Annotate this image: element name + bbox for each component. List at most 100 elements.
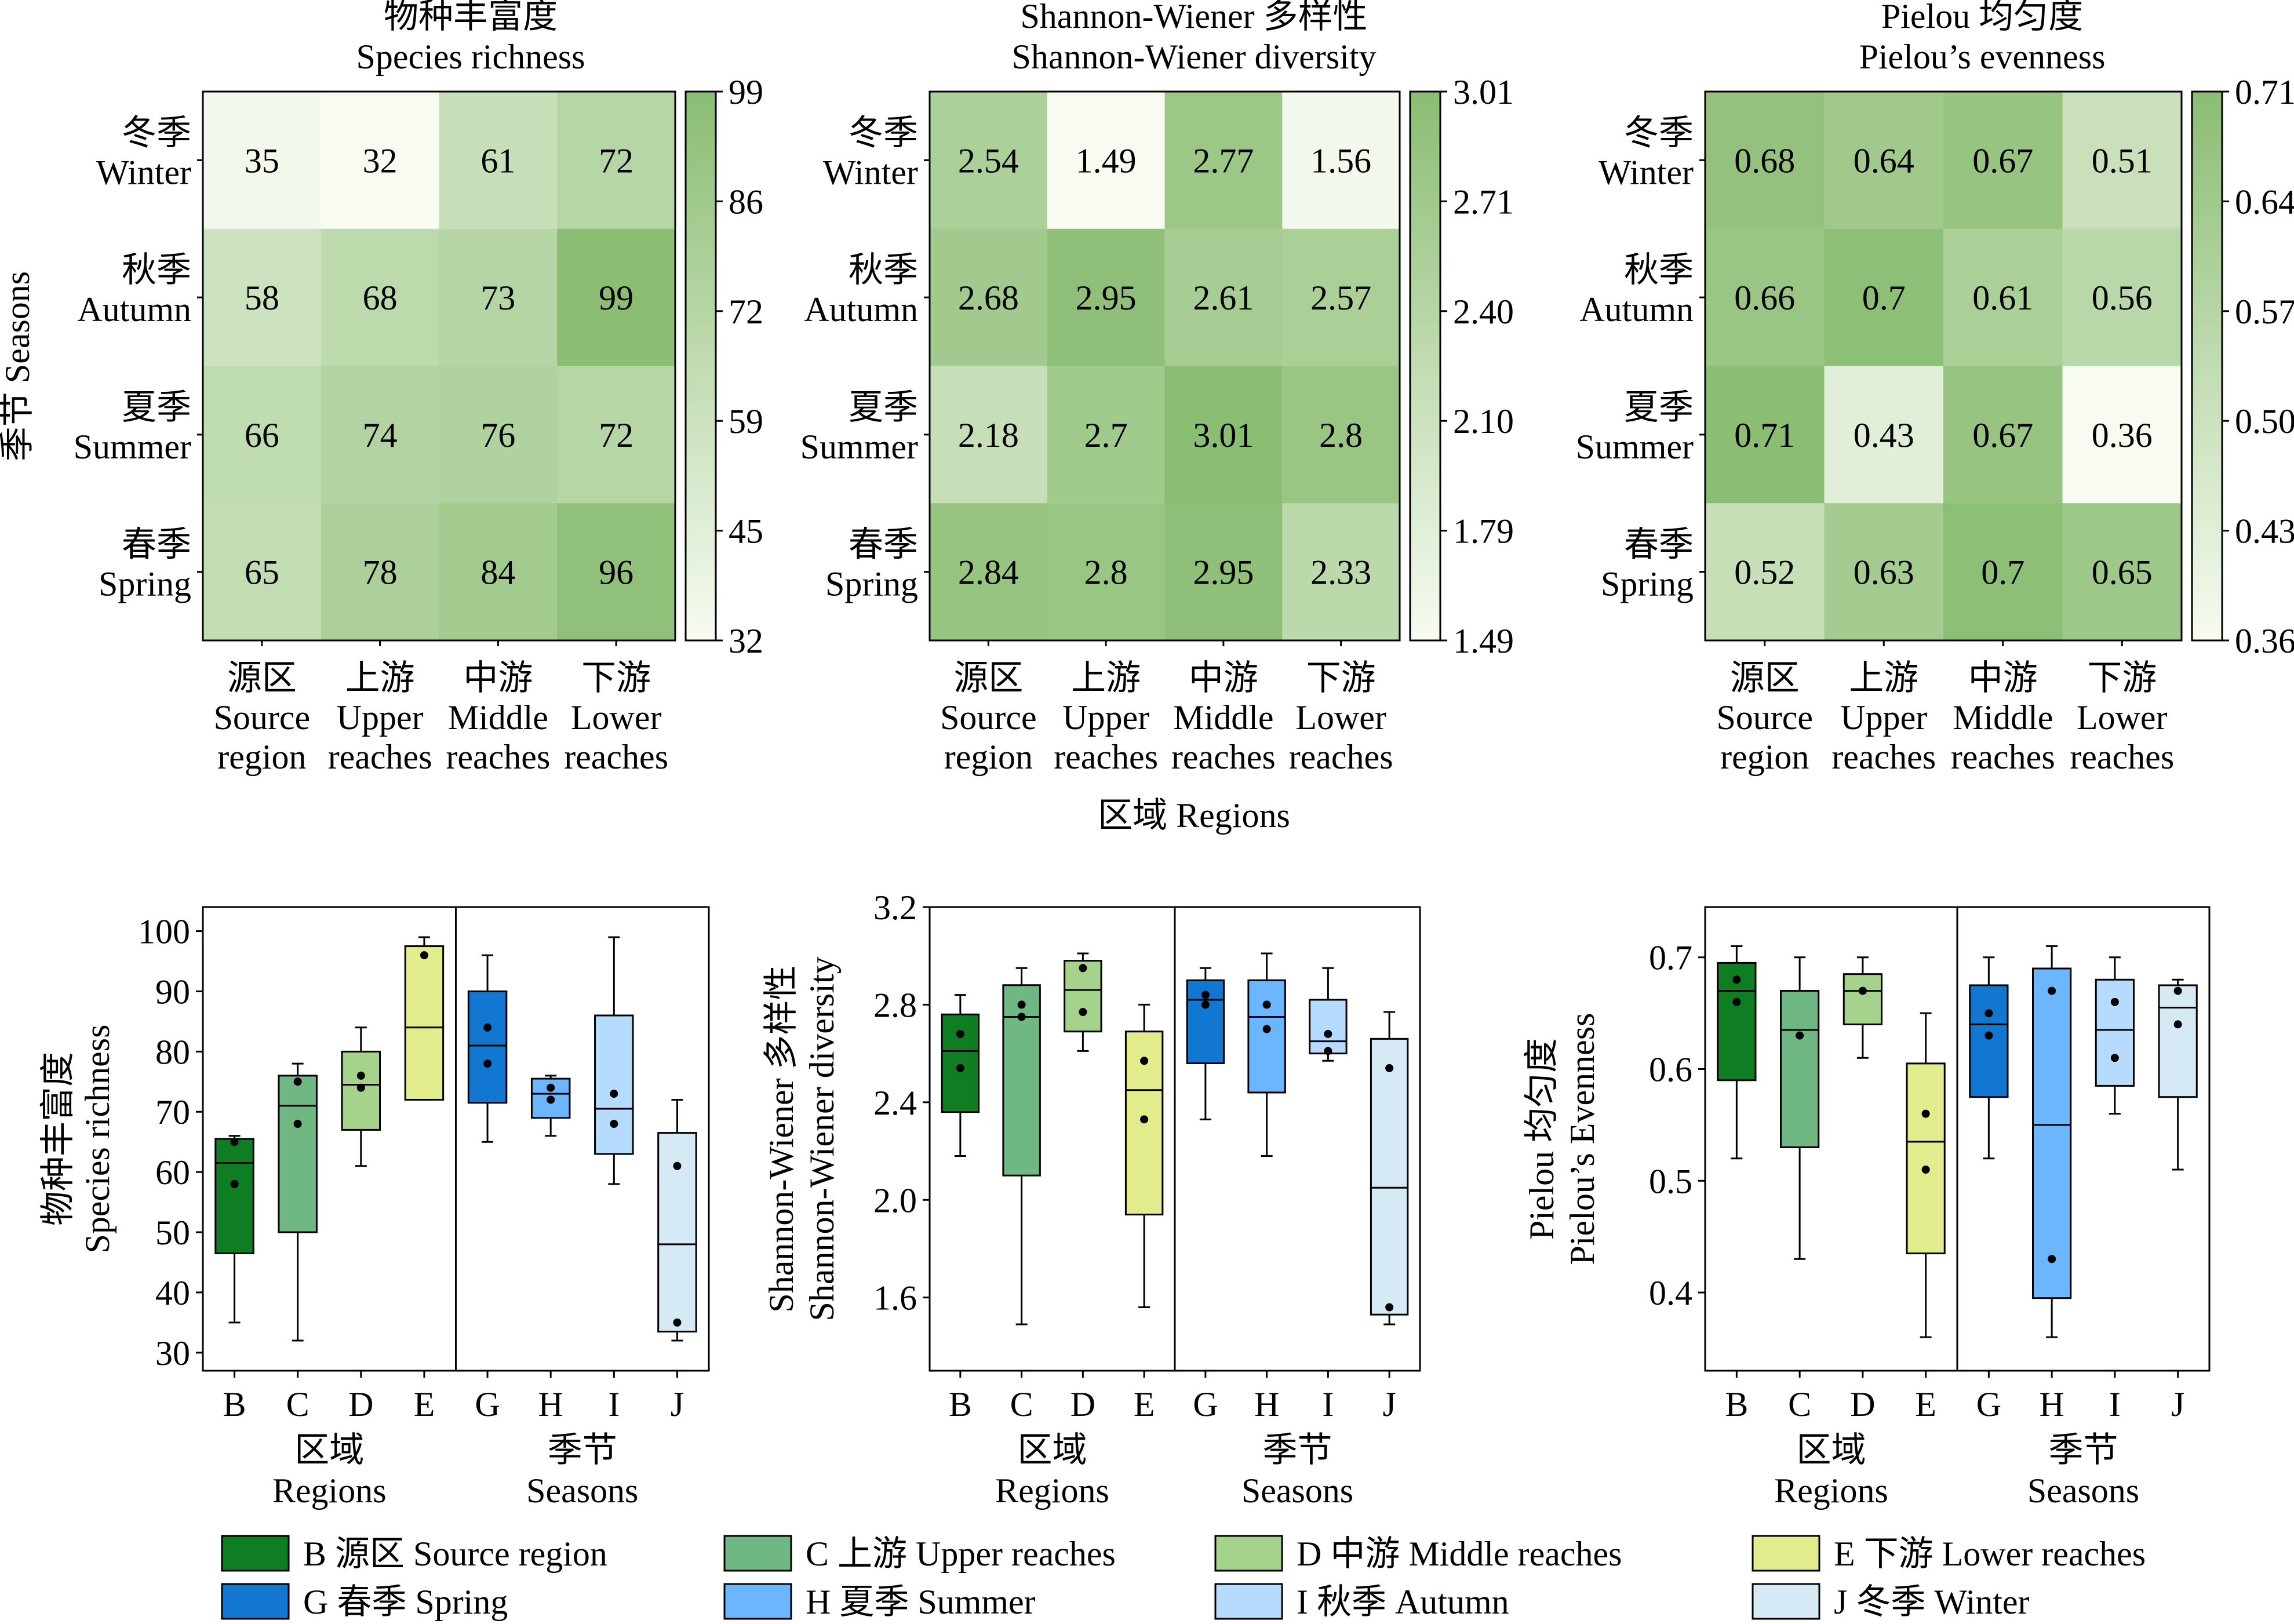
box-D: [1064, 960, 1102, 1033]
heatmap-x-axis-label: 区域 Regions: [1098, 796, 1290, 835]
heatmap-cell: [1047, 503, 1165, 641]
boxplot-y-tick-label: 2.8: [873, 986, 917, 1024]
heatmap-cell-label: 35: [245, 141, 279, 180]
heatmap-cell: [321, 228, 439, 366]
group-label-regions-cn: 区域: [294, 1431, 364, 1469]
box-point: [956, 1029, 964, 1038]
legend-label: J 冬季 Winter: [1834, 1583, 2030, 1621]
heatmap-cell-label: 99: [599, 279, 633, 317]
heatmap-cell: [439, 366, 558, 504]
heatmap-cell-label: 58: [245, 279, 279, 317]
boxplot-y-label-en: Shannon-Wiener diversity: [803, 956, 841, 1321]
heatmap-col-label-en2: reaches: [446, 738, 550, 776]
group-label-seasons-cn: 季节: [2049, 1431, 2118, 1469]
box-point: [1079, 964, 1087, 973]
heatmap-row-label-cn: 秋季: [849, 251, 918, 289]
heatmap-cell: [203, 366, 322, 504]
colorbar-tick-label: 32: [729, 622, 763, 660]
boxplot-x-tick-label: J: [671, 1385, 684, 1423]
box-point: [1385, 1064, 1394, 1072]
heatmap-cell: [930, 228, 1048, 366]
heatmap-col-label-en2: region: [217, 738, 306, 776]
heatmap-frame: [202, 90, 676, 642]
heatmap-col-label-en1: Source: [940, 698, 1037, 737]
boxplot-y-tick-label: 100: [138, 913, 190, 951]
box-point: [1385, 1303, 1394, 1312]
heatmap-cell: [2062, 366, 2182, 504]
heatmap-cell-label: 2.95: [1076, 279, 1137, 317]
heatmap-cell-label: 68: [363, 279, 398, 317]
heatmap-frame: [928, 90, 1401, 642]
heatmap-row-label-en: Spring: [99, 565, 191, 603]
heatmap-row-label-cn: 冬季: [122, 114, 191, 152]
heatmap-frame: [1704, 90, 2183, 642]
heatmap-title-en: Shannon-Wiener diversity: [1011, 38, 1376, 76]
box-point: [2048, 986, 2056, 995]
boxplot-y-tick-label: 60: [155, 1153, 190, 1192]
heatmap-cell-label: 2.68: [958, 279, 1019, 317]
box-point: [610, 1090, 618, 1098]
heatmap-col-label-cn: 上游: [345, 659, 415, 697]
boxplot-y-label-en: Pielou’s Evenness: [1563, 1013, 1601, 1265]
heatmap-col-label-en2: reaches: [564, 738, 668, 776]
boxplot-y-tick-label: 1.6: [873, 1279, 917, 1317]
heatmap-cell-label: 0.66: [1734, 279, 1795, 317]
colorbar: [1409, 90, 1441, 642]
heatmap-cell: [439, 503, 558, 641]
heatmap-cell: [930, 92, 1048, 230]
heatmap-title-en: Pielou’s evenness: [1859, 38, 2106, 76]
box-point: [230, 1138, 239, 1146]
group-label-seasons-en: Seasons: [2027, 1472, 2139, 1510]
heatmap-col-label-en1: Upper: [1062, 698, 1149, 737]
legend-label: C 上游 Upper reaches: [806, 1535, 1116, 1573]
box-E: [1906, 1062, 1946, 1255]
heatmap-cell-label: 2.57: [1310, 279, 1371, 317]
box-E: [404, 945, 445, 1101]
heatmap-cell-label: 2.7: [1084, 416, 1128, 454]
boxplot-y-tick-label: 40: [155, 1274, 190, 1312]
heatmap-species-richness: 物种丰富度 Species richness 35 32 61 72 58 68 73 99 6…: [74, 0, 763, 776]
box-point: [356, 1083, 365, 1092]
heatmap-cell-label: 2.61: [1193, 279, 1254, 317]
legend-label: G 春季 Spring: [303, 1583, 508, 1621]
box-point: [420, 951, 428, 960]
heatmap-cell-label: 0.68: [1734, 141, 1795, 180]
heatmap-cell-label: 2.8: [1084, 554, 1128, 592]
heatmap-row-label-cn: 夏季: [122, 388, 191, 427]
heatmap-cell: [1282, 503, 1400, 641]
heatmap-cell-label: 72: [599, 416, 633, 454]
heatmap-cell-label: 74: [363, 416, 398, 454]
heatmap-col-label-en1: Lower: [571, 698, 662, 737]
legend-swatch-I: [1214, 1583, 1283, 1620]
group-label-seasons-en: Seasons: [526, 1472, 638, 1510]
boxplot-x-tick-label: C: [1010, 1385, 1033, 1423]
boxplot-x-tick-label: G: [1193, 1385, 1218, 1423]
heatmap-cell: [2062, 228, 2182, 366]
boxplot-x-tick-label: G: [475, 1385, 500, 1423]
box-point: [1262, 1025, 1271, 1033]
box-J: [657, 1132, 697, 1332]
heatmap-row-label-en: Autumn: [77, 290, 191, 329]
heatmap-row-label-cn: 夏季: [1624, 388, 1694, 427]
box-point: [1017, 1013, 1026, 1021]
heatmap-cell-label: 0.51: [2092, 141, 2153, 180]
heatmap-cell-label: 2.8: [1319, 416, 1363, 454]
box-point: [547, 1095, 555, 1104]
heatmap-col-label-en1: Middle: [1953, 698, 2053, 737]
heatmap-col-label-en2: reaches: [1831, 738, 1936, 776]
box-point: [1985, 1009, 1993, 1018]
heatmap-cell-label: 2.84: [958, 554, 1019, 592]
heatmap-cell: [321, 503, 439, 641]
boxplot-y-tick-label: 3.2: [873, 889, 917, 927]
legend-swatch-D: [1214, 1535, 1283, 1572]
heatmap-cell-label: 0.63: [1854, 554, 1914, 592]
heatmap-col-label-cn: 中游: [1968, 659, 2038, 697]
box-point: [230, 1179, 239, 1188]
heatmap-cell-label: 0.43: [1854, 416, 1914, 454]
heatmap-row-label-cn: 春季: [122, 526, 191, 564]
heatmap-cell: [1164, 92, 1283, 230]
heatmap-cell-label: 32: [363, 141, 398, 180]
heatmap-cell: [557, 228, 676, 366]
boxplot-y-label-cn: Pielou 均匀度: [1523, 1038, 1561, 1240]
heatmap-row-label-en: Autumn: [1579, 290, 1694, 329]
